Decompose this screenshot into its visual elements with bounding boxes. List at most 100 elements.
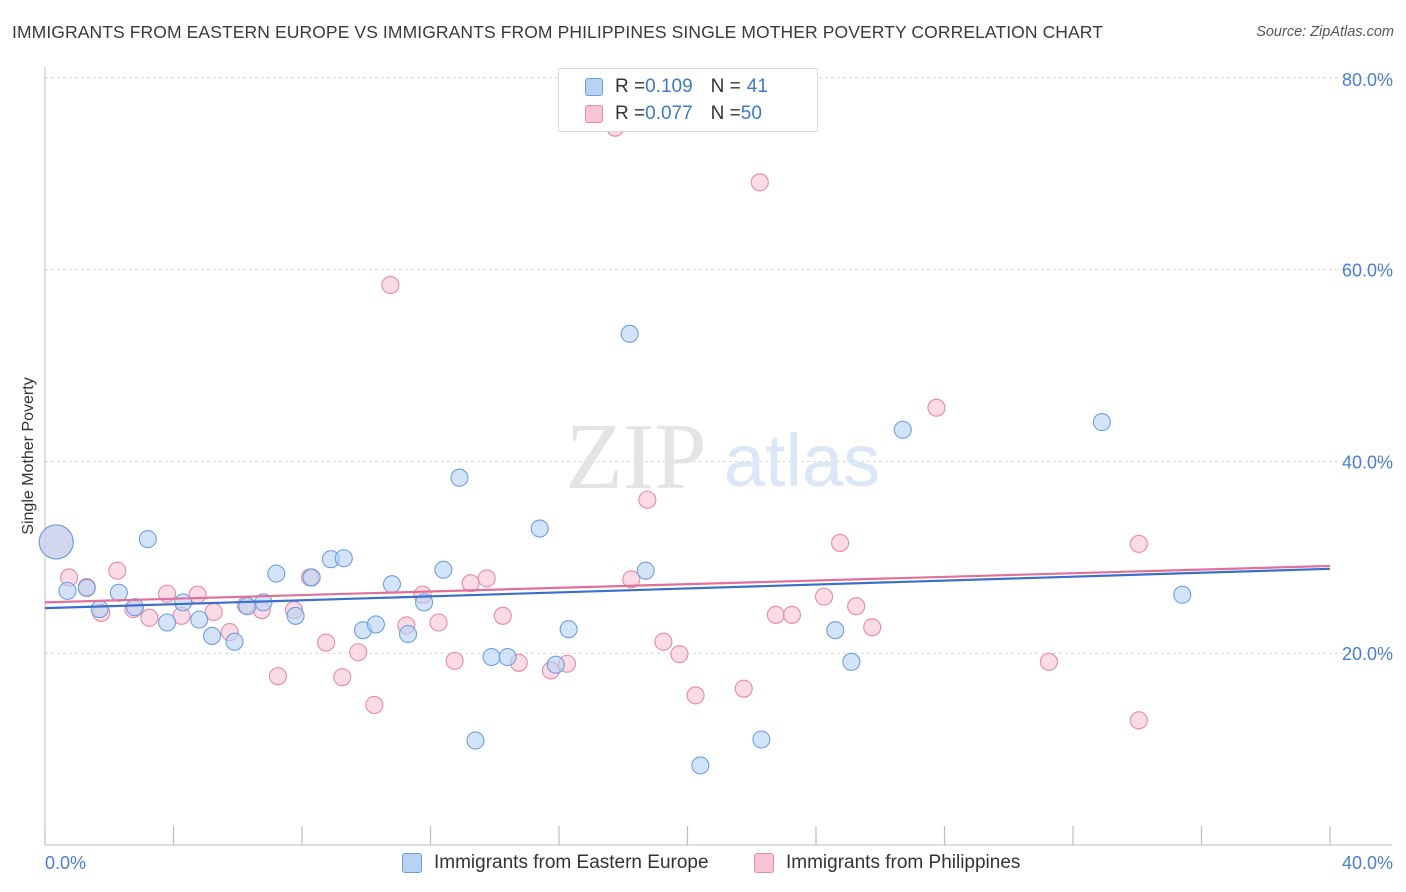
legend-label-eastern-europe: Immigrants from Eastern Europe [434, 852, 709, 873]
point-philippines [622, 570, 641, 589]
y-tick-label: 20.0% [1342, 644, 1393, 664]
source-label: Source: ZipAtlas.com [1256, 24, 1394, 40]
y-axis-label: Single Mother Poverty [20, 377, 37, 534]
point-eastern-europe [434, 560, 453, 579]
point-eastern-europe [174, 593, 193, 612]
point-philippines [477, 569, 496, 588]
point-eastern-europe [398, 624, 418, 644]
point-philippines [814, 587, 834, 606]
point-philippines [1129, 534, 1148, 553]
point-philippines [445, 651, 464, 670]
point-eastern-europe [58, 581, 77, 600]
legend-swatch-pink [585, 105, 603, 123]
point-eastern-europe [267, 564, 286, 583]
point-philippines [333, 668, 352, 687]
point-eastern-europe [842, 652, 861, 671]
point-philippines [1039, 652, 1058, 671]
point-philippines [638, 490, 657, 509]
point-philippines [349, 643, 368, 662]
point-eastern-europe [893, 420, 912, 439]
point-eastern-europe [450, 468, 469, 487]
trendline-philippines [44, 564, 1331, 604]
legend-row-eastern-europe: R = 0.109 N = 41 [585, 75, 768, 99]
x-tick-label: 40.0% [1342, 853, 1393, 873]
point-philippines [831, 533, 850, 552]
point-philippines [108, 561, 127, 580]
legend-label-philippines: Immigrants from Philippines [786, 852, 1021, 873]
legend-item-eastern-europe: Immigrants from Eastern Europe [402, 852, 709, 874]
legend-swatch-blue [402, 853, 422, 873]
point-philippines [847, 597, 866, 616]
legend-r-value: 0.109 [645, 76, 693, 97]
point-eastern-europe [138, 530, 157, 549]
point-philippines [750, 173, 769, 192]
trendline-eastern-europe [44, 567, 1331, 610]
point-philippines [766, 605, 785, 624]
point-eastern-europe [77, 578, 96, 598]
point-eastern-europe [415, 593, 434, 612]
point-eastern-europe [482, 647, 501, 667]
data-points [38, 118, 1192, 775]
legend-r-value: 0.077 [645, 103, 693, 124]
watermark: ZIP atlas [566, 405, 881, 509]
point-philippines [268, 667, 287, 686]
point-eastern-europe [302, 568, 321, 587]
point-eastern-europe [636, 561, 655, 580]
legend-swatch-pink [754, 853, 774, 873]
legend-n-value: 41 [746, 76, 768, 97]
y-tick-label: 40.0% [1342, 452, 1393, 472]
point-philippines [734, 679, 753, 698]
point-eastern-europe [559, 620, 578, 639]
point-eastern-europe [1092, 413, 1111, 432]
watermark-atlas: atlas [724, 419, 880, 502]
y-tick-label: 60.0% [1342, 261, 1393, 281]
point-philippines [381, 275, 400, 294]
point-eastern-europe [158, 613, 177, 632]
point-eastern-europe [109, 583, 128, 602]
legend-row-philippines: R = 0.077 N = 50 [585, 102, 762, 126]
legend-n-label: N = [710, 103, 741, 124]
point-eastern-europe [620, 324, 639, 343]
point-philippines [654, 632, 673, 651]
point-eastern-europe [466, 731, 485, 750]
x-tick-label: 0.0% [45, 853, 86, 873]
point-philippines [493, 606, 512, 625]
point-eastern-europe [203, 626, 222, 645]
tick-labels: 20.0% 40.0% 60.0% 80.0% 0.0% 40.0% [45, 70, 1393, 873]
correlation-legend: R = 0.109 N = 41 R = 0.077 N = 50 [558, 68, 818, 132]
y-tick-label: 80.0% [1342, 70, 1393, 90]
point-philippines [863, 618, 882, 637]
legend-item-philippines: Immigrants from Philippines [754, 852, 1020, 874]
point-philippines [686, 686, 705, 705]
point-eastern-europe [1173, 585, 1192, 604]
legend-n-label: N = [710, 76, 741, 97]
point-eastern-europe [366, 615, 385, 634]
point-eastern-europe [826, 621, 845, 640]
point-philippines [927, 398, 946, 417]
legend-r-label: R = [615, 76, 646, 97]
trend-lines [44, 564, 1331, 610]
point-philippines [670, 645, 689, 664]
watermark-zip: ZIP [566, 405, 707, 509]
point-eastern-europe [90, 600, 109, 619]
point-eastern-europe [286, 606, 305, 625]
axes [44, 67, 1392, 846]
legend-n-value: 50 [740, 103, 762, 124]
point-philippines [140, 608, 159, 627]
point-eastern-europe [382, 575, 402, 594]
point-eastern-europe [752, 730, 771, 749]
point-eastern-europe [238, 597, 257, 616]
point-eastern-europe [691, 756, 710, 775]
point-philippines [365, 695, 384, 715]
point-eastern-europe [546, 655, 565, 674]
legend-swatch-blue [585, 78, 603, 96]
point-eastern-europe [498, 647, 517, 667]
point-philippines [1129, 711, 1148, 730]
point-eastern-europe [530, 519, 549, 538]
point-philippines [429, 613, 448, 632]
point-philippines [317, 633, 336, 652]
point-eastern-europe [225, 632, 244, 651]
series-legend: Immigrants from Eastern Europe Immigrant… [0, 852, 1406, 878]
point-eastern-europe [334, 549, 353, 568]
